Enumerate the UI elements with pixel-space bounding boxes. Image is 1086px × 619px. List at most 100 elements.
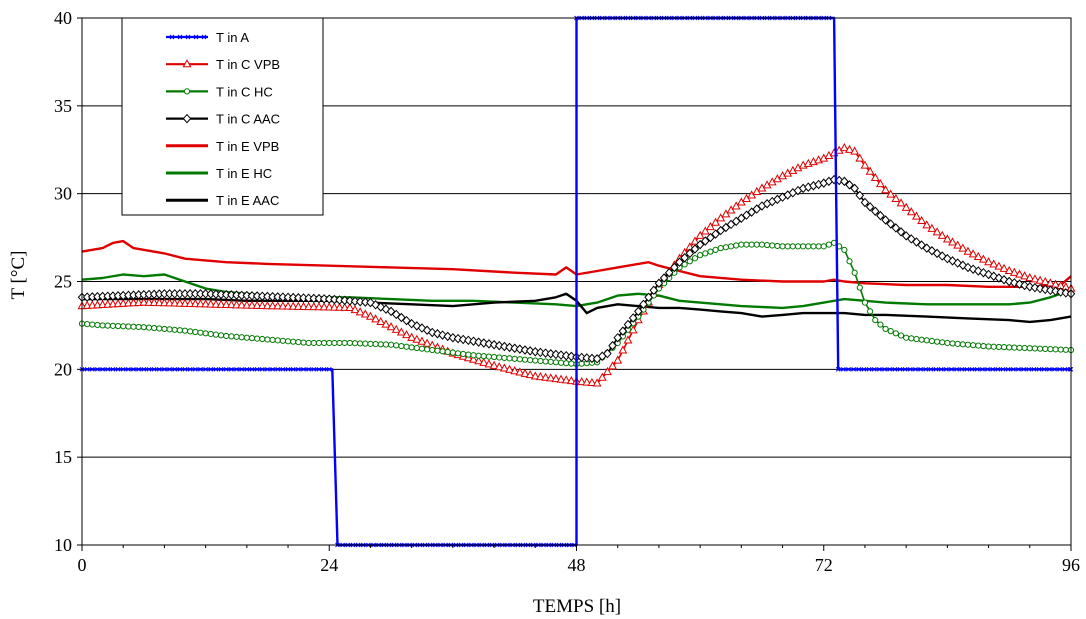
data-point xyxy=(896,198,906,207)
data-point xyxy=(208,366,214,372)
data-point xyxy=(907,234,916,244)
data-point xyxy=(329,302,339,311)
data-point xyxy=(288,301,298,310)
data-point xyxy=(494,362,504,371)
data-point xyxy=(484,339,494,349)
data-point xyxy=(577,377,587,386)
data-point xyxy=(882,325,889,333)
data-point xyxy=(387,341,395,348)
data-point xyxy=(1051,286,1060,296)
data-point xyxy=(181,327,189,334)
data-point xyxy=(922,220,932,229)
data-point xyxy=(608,361,617,370)
y-tick-label: 25 xyxy=(54,272,72,292)
data-point xyxy=(691,255,699,262)
data-point xyxy=(865,202,875,212)
data-point xyxy=(887,328,894,335)
data-point xyxy=(84,320,91,328)
data-point xyxy=(779,243,786,250)
legend-marker xyxy=(182,113,192,124)
data-point xyxy=(942,234,952,243)
data-point xyxy=(1031,345,1039,352)
data-point xyxy=(1004,265,1014,275)
data-point xyxy=(561,375,571,384)
data-point xyxy=(568,360,575,367)
data-point xyxy=(377,341,384,348)
data-point xyxy=(418,345,426,352)
data-point xyxy=(695,230,705,239)
data-point xyxy=(515,367,525,376)
data-point xyxy=(892,366,898,372)
legend-marker xyxy=(177,34,183,40)
data-point xyxy=(917,240,926,250)
data-point xyxy=(1047,366,1052,372)
data-point xyxy=(634,306,643,317)
data-point xyxy=(891,193,901,203)
data-point xyxy=(532,357,539,364)
data-point xyxy=(839,142,849,152)
y-tick-label: 15 xyxy=(54,447,72,467)
data-point xyxy=(109,322,117,329)
legend-item: T in C AAC xyxy=(166,112,280,127)
data-point xyxy=(794,243,802,250)
data-point xyxy=(1025,272,1035,282)
data-point xyxy=(1005,366,1011,372)
data-point xyxy=(94,321,101,329)
data-point xyxy=(1021,344,1028,352)
data-point xyxy=(161,325,168,333)
data-point xyxy=(479,357,489,366)
legend-marker xyxy=(169,34,175,40)
data-point xyxy=(944,339,951,347)
data-point xyxy=(1061,288,1071,298)
data-point xyxy=(223,332,230,340)
data-point xyxy=(145,324,153,331)
data-point xyxy=(970,342,977,349)
data-point xyxy=(176,327,183,334)
legend-item: T in A xyxy=(166,30,249,45)
data-point xyxy=(175,298,185,307)
data-point xyxy=(315,339,323,347)
data-point xyxy=(851,269,858,276)
data-point xyxy=(861,299,869,306)
legend-marker xyxy=(183,88,191,95)
data-point xyxy=(196,299,205,308)
data-point xyxy=(300,339,307,346)
data-point xyxy=(908,335,915,342)
data-point xyxy=(439,348,446,355)
data-point xyxy=(341,339,348,347)
data-point xyxy=(233,333,240,340)
data-point xyxy=(187,328,194,335)
data-point xyxy=(742,210,751,220)
data-point xyxy=(366,311,375,320)
data-point xyxy=(264,336,271,343)
data-point xyxy=(731,201,741,210)
data-point xyxy=(561,350,571,361)
data-point xyxy=(825,241,833,248)
data-point xyxy=(876,210,885,221)
series-t-in-c-aac xyxy=(77,174,1076,364)
data-point xyxy=(546,348,556,359)
data-point xyxy=(587,353,597,364)
data-point xyxy=(130,323,137,330)
legend-label: T in A xyxy=(216,30,249,45)
data-point xyxy=(197,329,204,336)
data-point xyxy=(422,325,432,335)
data-point xyxy=(872,317,879,324)
data-point xyxy=(969,366,975,372)
legend-label: T in C HC xyxy=(216,84,273,99)
data-point xyxy=(978,254,988,263)
data-point xyxy=(381,319,391,328)
data-point xyxy=(115,366,121,372)
data-point xyxy=(521,356,529,363)
data-point xyxy=(758,241,766,248)
data-point xyxy=(700,226,710,235)
data-point xyxy=(95,366,100,372)
data-point xyxy=(226,300,236,309)
data-point xyxy=(223,366,229,372)
data-point xyxy=(1000,344,1008,351)
data-point xyxy=(187,366,193,372)
data-point xyxy=(489,360,499,369)
data-point xyxy=(711,229,720,239)
data-point xyxy=(733,242,740,249)
data-point xyxy=(1041,366,1047,372)
